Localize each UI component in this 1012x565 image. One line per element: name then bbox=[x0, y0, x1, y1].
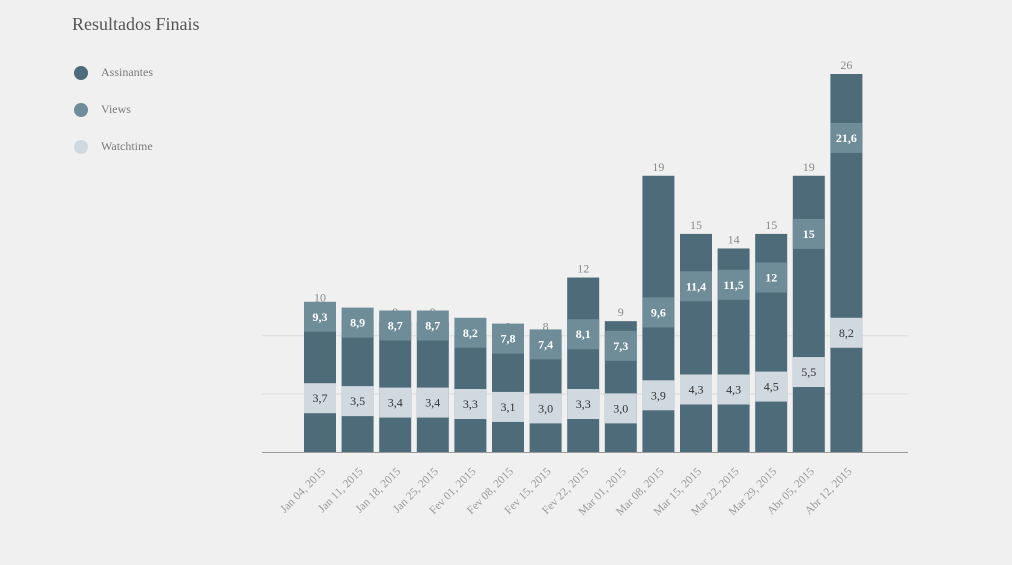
marker-views bbox=[680, 271, 712, 302]
data-label-views: 11,5 bbox=[723, 278, 743, 292]
marker-watchtime bbox=[529, 393, 562, 424]
bar-assinantes[interactable] bbox=[567, 277, 600, 452]
data-label-watchtime: 3,0 bbox=[538, 401, 553, 415]
marker-views bbox=[792, 218, 825, 249]
data-label-assinantes: 19 bbox=[803, 160, 815, 174]
data-label-assinantes: 12 bbox=[577, 262, 589, 276]
marker-watchtime bbox=[830, 317, 863, 348]
data-label-assinantes: 26 bbox=[840, 58, 852, 72]
data-label-assinantes: 15 bbox=[765, 218, 777, 232]
data-label-assinantes: 9 bbox=[618, 305, 624, 319]
data-label-assinantes: 15 bbox=[690, 218, 702, 232]
marker-views bbox=[529, 329, 562, 360]
marker-watchtime bbox=[642, 380, 675, 411]
data-label-assinantes: 10 bbox=[314, 291, 326, 305]
data-label-views: 8,7 bbox=[388, 319, 403, 333]
legend-item-views[interactable]: Views bbox=[74, 101, 153, 138]
data-label-watchtime: 3,3 bbox=[576, 397, 591, 411]
marker-views bbox=[454, 317, 487, 348]
data-label-assinantes: 19 bbox=[652, 160, 664, 174]
data-label-watchtime: 3,4 bbox=[425, 396, 440, 410]
marker-views bbox=[755, 262, 788, 293]
marker-watchtime bbox=[567, 389, 600, 420]
data-label-views: 11,4 bbox=[686, 279, 706, 293]
marker-views bbox=[642, 297, 675, 328]
marker-watchtime bbox=[454, 389, 487, 420]
marker-views bbox=[604, 330, 637, 361]
bar-assinantes[interactable] bbox=[792, 175, 825, 452]
legend-dot-icon bbox=[74, 103, 88, 117]
data-label-watchtime: 3,4 bbox=[388, 396, 403, 410]
legend: Assinantes Views Watchtime bbox=[74, 64, 153, 175]
marker-views bbox=[717, 269, 750, 300]
data-label-watchtime: 3,3 bbox=[463, 397, 478, 411]
data-label-views: 8,1 bbox=[576, 327, 591, 341]
marker-views bbox=[416, 310, 449, 341]
data-label-views: 8,9 bbox=[350, 316, 365, 330]
marker-watchtime bbox=[341, 386, 374, 417]
legend-item-watchtime[interactable]: Watchtime bbox=[74, 138, 153, 175]
data-label-watchtime: 4,5 bbox=[764, 380, 779, 394]
data-label-watchtime: 3,0 bbox=[613, 401, 628, 415]
data-label-views: 15 bbox=[803, 227, 815, 241]
marker-watchtime bbox=[416, 387, 449, 418]
marker-watchtime bbox=[492, 391, 524, 422]
marker-views bbox=[341, 307, 374, 338]
marker-watchtime bbox=[604, 393, 637, 424]
data-label-watchtime: 3,1 bbox=[501, 400, 516, 414]
data-label-views: 9,3 bbox=[313, 310, 328, 324]
data-label-assinantes: 8 bbox=[543, 320, 549, 334]
data-label-watchtime: 3,9 bbox=[651, 388, 666, 402]
data-label-views: 8,2 bbox=[463, 326, 478, 340]
marker-views bbox=[567, 319, 600, 350]
marker-views bbox=[492, 323, 524, 354]
marker-views bbox=[304, 301, 336, 332]
data-label-views: 7,3 bbox=[613, 339, 628, 353]
marker-watchtime bbox=[379, 387, 412, 418]
legend-dot-icon bbox=[74, 140, 88, 154]
legend-label: Assinantes bbox=[101, 65, 153, 79]
data-label-watchtime: 3,7 bbox=[313, 391, 328, 405]
data-label-views: 21,6 bbox=[836, 131, 857, 145]
data-label-watchtime: 8,2 bbox=[839, 326, 854, 340]
data-label-views: 12 bbox=[765, 271, 777, 285]
data-label-views: 8,7 bbox=[425, 319, 440, 333]
marker-views bbox=[830, 122, 863, 153]
legend-dot-icon bbox=[74, 66, 88, 80]
bar-assinantes[interactable] bbox=[379, 321, 412, 452]
data-label-watchtime: 3,5 bbox=[350, 394, 365, 408]
marker-watchtime bbox=[792, 357, 825, 388]
data-label-watchtime: 4,3 bbox=[689, 382, 704, 396]
marker-watchtime bbox=[755, 371, 788, 402]
legend-label: Watchtime bbox=[101, 139, 153, 153]
legend-item-assinantes[interactable]: Assinantes bbox=[74, 64, 153, 101]
marker-watchtime bbox=[717, 374, 750, 405]
marker-watchtime bbox=[680, 374, 712, 405]
marker-views bbox=[379, 310, 412, 341]
bar-assinantes[interactable] bbox=[416, 321, 449, 452]
data-label-watchtime: 4,3 bbox=[726, 382, 741, 396]
data-label-views: 7,8 bbox=[501, 332, 516, 346]
data-label-views: 9,6 bbox=[651, 305, 666, 319]
data-label-assinantes: 14 bbox=[728, 232, 740, 246]
legend-label: Views bbox=[101, 102, 131, 116]
data-label-watchtime: 5,5 bbox=[801, 365, 816, 379]
data-label-views: 7,4 bbox=[538, 337, 553, 351]
bar-assinantes[interactable] bbox=[680, 233, 712, 452]
marker-watchtime bbox=[304, 383, 336, 414]
chart-title: Resultados Finais bbox=[72, 14, 200, 34]
